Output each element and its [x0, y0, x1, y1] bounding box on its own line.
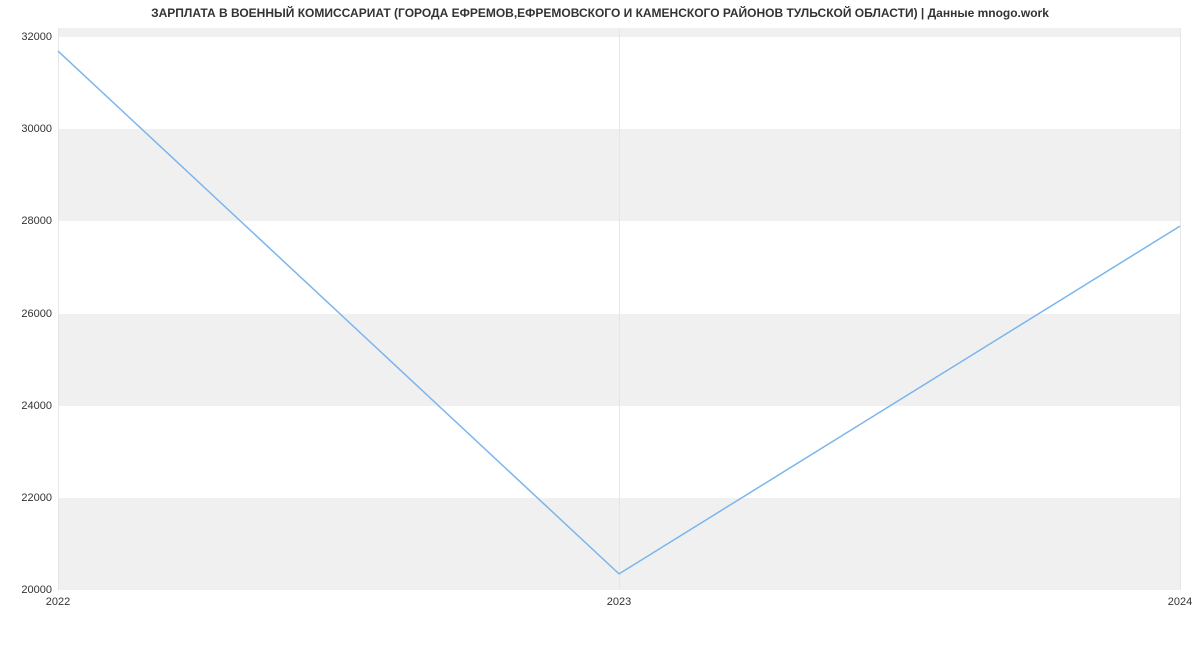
x-tick-label: 2022: [46, 590, 70, 608]
y-tick-label: 26000: [21, 308, 58, 320]
y-tick-label: 32000: [21, 31, 58, 43]
y-tick-label: 30000: [21, 123, 58, 135]
salary-line-chart: ЗАРПЛАТА В ВОЕННЫЙ КОМИССАРИАТ (ГОРОДА Е…: [0, 0, 1200, 650]
chart-title: ЗАРПЛАТА В ВОЕННЫЙ КОМИССАРИАТ (ГОРОДА Е…: [0, 6, 1200, 20]
y-tick-label: 22000: [21, 492, 58, 504]
series-layer: [58, 28, 1180, 590]
y-tick-label: 24000: [21, 400, 58, 412]
y-tick-label: 28000: [21, 215, 58, 227]
x-gridline: [1180, 28, 1181, 590]
x-tick-label: 2024: [1168, 590, 1192, 608]
x-tick-label: 2023: [607, 590, 631, 608]
series-line-salary: [58, 51, 1180, 574]
plot-area: 2000022000240002600028000300003200020222…: [58, 28, 1180, 590]
